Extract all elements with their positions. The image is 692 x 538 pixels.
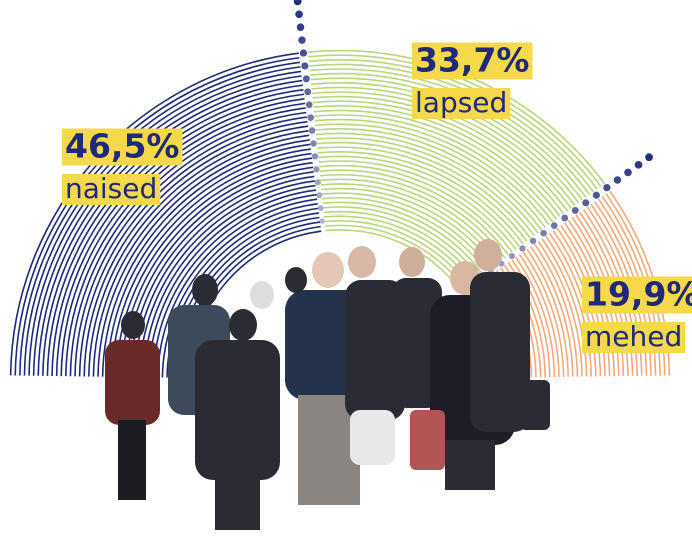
separator-dot: [303, 75, 310, 82]
category-label: mehed: [585, 320, 682, 353]
separator-dot: [572, 207, 579, 214]
pie-segment: [11, 53, 322, 378]
separator-dot: [300, 49, 307, 56]
separator-dot: [294, 0, 302, 5]
infographic: 46,5% naised 33,7% lapsed 19,9% mehed: [0, 0, 692, 538]
separator-dot: [645, 153, 653, 161]
separator-dot: [304, 88, 311, 95]
separator-dot: [509, 253, 515, 259]
arc-line: [315, 120, 549, 225]
arc-line: [314, 115, 553, 222]
separator-dot: [312, 153, 318, 159]
separator-dot: [310, 140, 316, 146]
separator-dot: [306, 101, 313, 108]
percent-label: 46,5%: [65, 127, 180, 166]
separator-dot: [519, 245, 525, 251]
separator-dot: [635, 161, 643, 169]
separator-dot: [624, 169, 632, 177]
separator-dot: [614, 176, 621, 183]
separator-dot: [540, 230, 547, 237]
separator-dot: [319, 218, 325, 224]
category-label: lapsed: [415, 86, 507, 119]
separator-dot: [318, 205, 324, 211]
separator-dot: [295, 10, 303, 18]
separator-dot: [582, 199, 589, 206]
separator-dot: [316, 192, 322, 198]
separator-dot: [297, 23, 305, 31]
percent-label: 33,7%: [415, 41, 530, 80]
percent-label: 19,9%: [585, 275, 692, 314]
category-label: naised: [65, 172, 157, 205]
separator-dot: [603, 184, 610, 191]
photo: [105, 239, 550, 530]
separator-dot: [530, 238, 536, 244]
separator-dot: [307, 114, 314, 121]
separator-dot: [313, 166, 319, 172]
separator-dot: [551, 222, 558, 229]
separator-dot: [561, 215, 568, 222]
separator-dot: [309, 127, 316, 134]
separator-dot: [298, 36, 305, 43]
separator-dot: [301, 62, 308, 69]
separator-dot: [593, 192, 600, 199]
separator-dot: [315, 179, 321, 185]
